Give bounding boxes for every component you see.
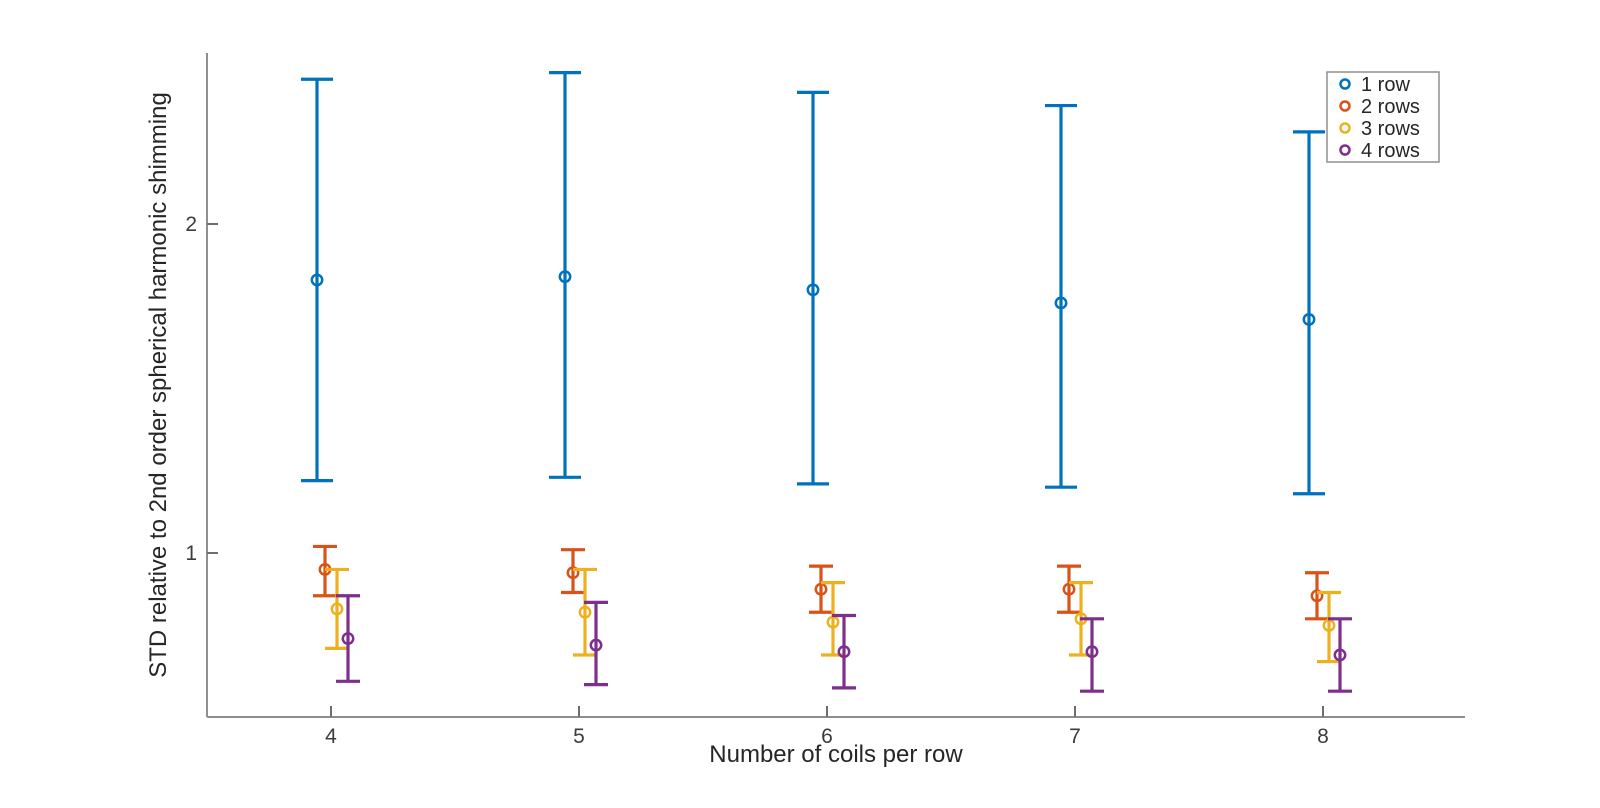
data-point-marker [578,605,592,619]
data-point-marker [1085,645,1099,659]
legend-marker-icon [1339,100,1351,112]
y-tick-label: 2 [185,213,197,236]
y-axis-label: STD relative to 2nd order spherical harm… [145,92,172,678]
legend-marker-icon [1339,144,1351,156]
data-point-marker [330,602,344,616]
data-point-marker [1333,648,1347,662]
x-tick-label: 5 [573,725,585,748]
data-point-marker [1310,589,1324,603]
x-axis-label: Number of coils per row [709,741,963,768]
legend-marker-icon [1339,122,1351,134]
legend-item-1-row[interactable]: 1 row [1339,74,1411,96]
x-tick-label: 8 [1317,725,1329,748]
legend-label: 1 row [1361,74,1410,96]
legend-box [1326,71,1440,163]
plot-area: 4 5 6 7 8 1 2 [185,53,1465,748]
x-tick-label: 7 [1069,725,1081,748]
legend-item-4-rows[interactable]: 4 rows [1339,140,1420,162]
data-point-marker [558,270,572,284]
x-tick-label: 6 [821,725,833,748]
series-4-rows [336,594,1352,693]
legend-item-2-rows[interactable]: 2 rows [1339,96,1420,118]
x-tick-label: 4 [325,725,337,748]
data-point-marker [1054,296,1068,310]
data-point-marker [806,283,820,297]
data-point-marker [566,566,580,580]
data-point-marker [589,638,603,652]
legend-marker-icon [1339,78,1351,90]
y-tick-label: 1 [185,542,197,565]
legend-label: 2 rows [1361,96,1420,118]
legend-label: 3 rows [1361,118,1420,140]
data-point-marker [341,632,355,645]
data-point-marker [837,645,851,659]
legend-label: 4 rows [1361,140,1420,162]
data-point-marker [310,273,324,287]
series-2-rows [313,544,1329,621]
series-1-row [301,71,1325,496]
legend-item-3-rows[interactable]: 3 rows [1339,118,1420,140]
data-point-marker [1302,312,1316,326]
